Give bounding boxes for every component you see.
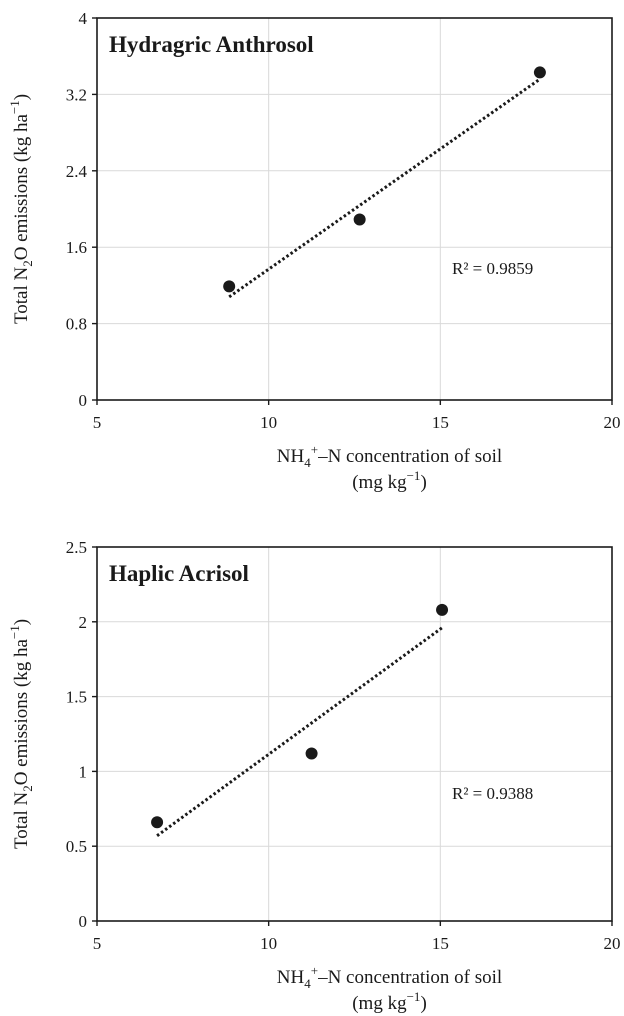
x-axis-label: NH4+–N concentration of soil xyxy=(277,963,502,991)
data-point xyxy=(305,747,318,760)
x-tick-label: 5 xyxy=(93,934,102,953)
data-point xyxy=(533,66,546,79)
data-point xyxy=(353,213,366,226)
y-tick-label: 0.5 xyxy=(66,837,87,856)
trendline xyxy=(228,77,541,299)
plot-frame xyxy=(96,17,613,401)
x-tick-label: 20 xyxy=(604,413,621,432)
y-tick-label: 2.4 xyxy=(66,162,88,181)
x-tick-label: 15 xyxy=(432,934,449,953)
y-tick-label: 2 xyxy=(79,613,88,632)
x-axis-label: NH4+–N concentration of soil xyxy=(277,442,502,470)
x-tick-label: 10 xyxy=(260,413,277,432)
data-point xyxy=(151,816,164,829)
y-tick-label: 2.5 xyxy=(66,538,87,557)
panel-title: Haplic Acrisol xyxy=(109,561,249,586)
r-squared-label: R² = 0.9859 xyxy=(452,259,533,278)
x-axis-label-units: (mg kg−1) xyxy=(352,468,427,493)
y-tick-label: 0 xyxy=(79,391,88,410)
panel-title: Hydragric Anthrosol xyxy=(109,32,314,57)
plot-frame xyxy=(96,546,613,922)
x-tick-label: 10 xyxy=(260,934,277,953)
y-tick-label: 0 xyxy=(79,912,88,931)
data-point xyxy=(436,603,449,616)
chart-panel-1: 5 10 15 20 0 0.8 1.6 2.4 3.2 4 Hydragric Anthrosol… xyxy=(7,9,621,493)
x-tick-label: 15 xyxy=(432,413,449,432)
x-axis-label-units: (mg kg−1) xyxy=(352,989,427,1014)
y-tick-label: 1 xyxy=(79,762,88,781)
y-tick-label: 1.5 xyxy=(66,688,87,707)
x-tick-label: 5 xyxy=(93,413,102,432)
y-axis-label: Total N2O emissions (kg ha−1) xyxy=(7,94,35,324)
y-axis-label: Total N2O emissions (kg ha−1) xyxy=(7,619,35,849)
r-squared-label: R² = 0.9388 xyxy=(452,784,533,803)
trendline xyxy=(156,626,443,837)
y-tick-label: 1.6 xyxy=(66,238,87,257)
data-point xyxy=(223,280,236,293)
y-tick-label: 3.2 xyxy=(66,85,87,104)
chart-panel-2: 5 10 15 20 0 0.5 1 1.5 2 2.5 Haplic Acrisol R² = 0.… xyxy=(7,538,621,1014)
y-tick-label: 4 xyxy=(79,9,88,28)
y-tick-label: 0.8 xyxy=(66,315,87,334)
x-tick-label: 20 xyxy=(604,934,621,953)
